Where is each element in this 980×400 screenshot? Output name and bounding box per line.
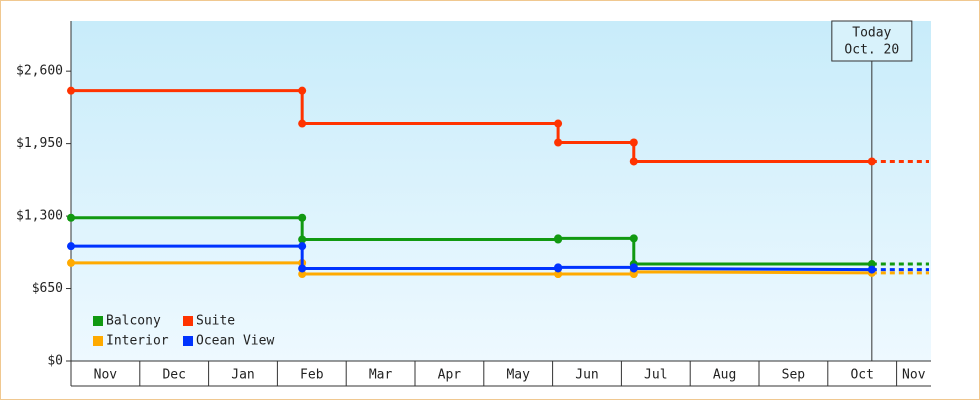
point bbox=[298, 213, 307, 222]
point bbox=[298, 242, 307, 251]
point bbox=[298, 235, 307, 244]
x-tick-label: Feb bbox=[300, 368, 324, 383]
x-tick-label: Jan bbox=[231, 368, 254, 383]
x-tick-label: Sep bbox=[782, 368, 806, 383]
point bbox=[298, 86, 307, 95]
point bbox=[298, 270, 307, 279]
x-tick-label: Oct bbox=[850, 368, 873, 383]
point bbox=[867, 265, 876, 274]
point bbox=[67, 242, 75, 251]
y-tick-label: $1,300 bbox=[16, 209, 63, 224]
point bbox=[629, 138, 638, 147]
today-label: Oct. 20 bbox=[844, 43, 899, 58]
point bbox=[298, 119, 307, 128]
x-tick-label: Aug bbox=[713, 368, 736, 383]
x-tick-label: Jun bbox=[575, 368, 598, 383]
point bbox=[554, 119, 563, 128]
point bbox=[67, 213, 75, 222]
x-tick-label: Nov bbox=[902, 368, 926, 383]
y-tick-label: $0 bbox=[47, 354, 63, 369]
today-box bbox=[831, 20, 913, 62]
point bbox=[629, 234, 638, 243]
legend-swatch bbox=[183, 336, 193, 346]
point bbox=[554, 270, 563, 279]
legend-label: Balcony bbox=[106, 314, 161, 329]
point bbox=[67, 86, 75, 95]
legend-label: Ocean View bbox=[196, 334, 274, 349]
x-tick-label: Dec bbox=[162, 368, 185, 383]
point bbox=[867, 260, 876, 269]
y-tick-label: $2,600 bbox=[16, 64, 63, 79]
x-tick-label: Mar bbox=[369, 368, 393, 383]
legend-label: Interior bbox=[106, 334, 169, 349]
x-tick-label: Apr bbox=[438, 368, 462, 383]
legend-swatch bbox=[93, 336, 103, 346]
legend-swatch bbox=[183, 316, 193, 326]
point bbox=[554, 234, 563, 243]
y-tick-label: $1,950 bbox=[16, 136, 63, 151]
point bbox=[867, 157, 876, 166]
legend-swatch bbox=[93, 316, 103, 326]
point bbox=[298, 264, 307, 273]
point bbox=[629, 157, 638, 166]
point bbox=[629, 264, 638, 273]
x-tick-label: Nov bbox=[94, 368, 118, 383]
today-label: Today bbox=[852, 26, 891, 41]
point bbox=[554, 138, 563, 147]
x-tick-label: May bbox=[506, 368, 530, 383]
legend-label: Suite bbox=[196, 314, 235, 329]
point bbox=[67, 258, 75, 267]
plot-area bbox=[71, 21, 931, 361]
point bbox=[554, 263, 563, 272]
x-tick-label: Jul bbox=[644, 368, 667, 383]
y-tick-label: $650 bbox=[32, 281, 63, 296]
